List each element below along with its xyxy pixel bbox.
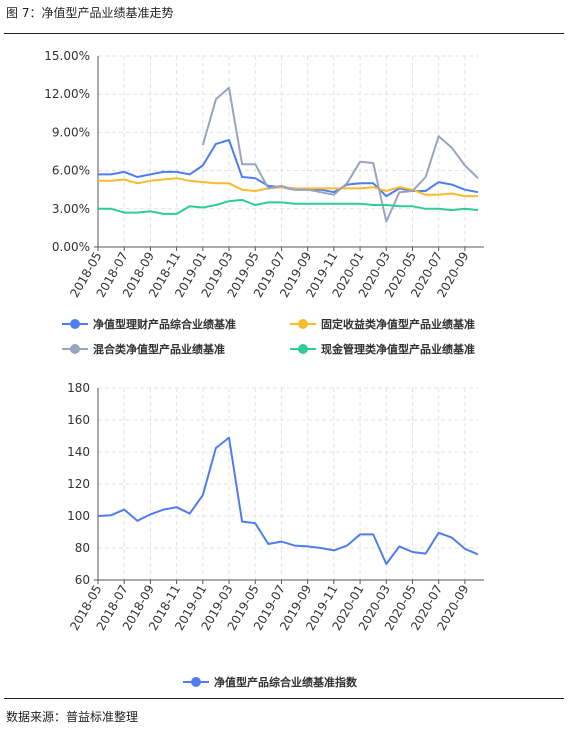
legend-label: 现金管理类净值型产品业绩基准	[321, 343, 475, 356]
y-tick-label: 12.00%	[44, 87, 90, 101]
figure-title: 图 7：净值型产品业绩基准走势	[6, 6, 174, 20]
chart-2: 60801001201401601802018-052018-072018-09…	[67, 381, 484, 633]
y-tick-label: 140	[67, 445, 90, 459]
series-line-mixed	[201, 86, 479, 223]
legend-label: 固定收益类净值型产品业绩基准	[321, 318, 475, 331]
y-tick-label: 180	[67, 381, 90, 395]
legend-marker-icon	[290, 318, 316, 330]
series-line-comprehensive	[97, 436, 479, 565]
legend-item-comprehensive[interactable]: 净值型理财产品综合业绩基准	[62, 316, 236, 332]
legend-label: 净值型理财产品综合业绩基准	[93, 318, 236, 331]
y-tick-label: 6.00%	[52, 164, 90, 178]
source-note: 数据来源：普益标准整理	[6, 710, 139, 724]
y-tick-label: 15.00%	[44, 49, 90, 63]
y-tick-label: 100	[67, 509, 90, 523]
legend-item-cash[interactable]: 现金管理类净值型产品业绩基准	[290, 341, 475, 357]
y-tick-label: 160	[67, 413, 90, 427]
y-tick-label: 3.00%	[52, 202, 90, 216]
legend-marker-icon	[290, 343, 316, 355]
y-tick-label: 80	[75, 541, 90, 555]
y-tick-label: 60	[75, 573, 90, 587]
legend-item-mixed[interactable]: 混合类净值型产品业绩基准	[62, 341, 225, 357]
bottom-divider	[4, 698, 564, 699]
series-line-cash	[98, 198, 479, 215]
chart-1: 0.00%3.00%6.00%9.00%12.00%15.00%2018-052…	[44, 49, 484, 300]
legend-label: 混合类净值型产品业绩基准	[93, 343, 225, 356]
top-divider	[4, 33, 564, 34]
legend-marker-icon	[62, 343, 88, 355]
legend-item-fixed_income[interactable]: 固定收益类净值型产品业绩基准	[290, 316, 475, 332]
y-tick-label: 120	[67, 477, 90, 491]
y-tick-label: 0.00%	[52, 240, 90, 254]
y-tick-label: 9.00%	[52, 125, 90, 139]
legend-marker-icon	[183, 676, 209, 688]
legend-item-comprehensive[interactable]: 净值型产品综合业绩基准指数	[183, 674, 357, 690]
legend-marker-icon	[62, 318, 88, 330]
legend-label: 净值型产品综合业绩基准指数	[214, 676, 357, 689]
